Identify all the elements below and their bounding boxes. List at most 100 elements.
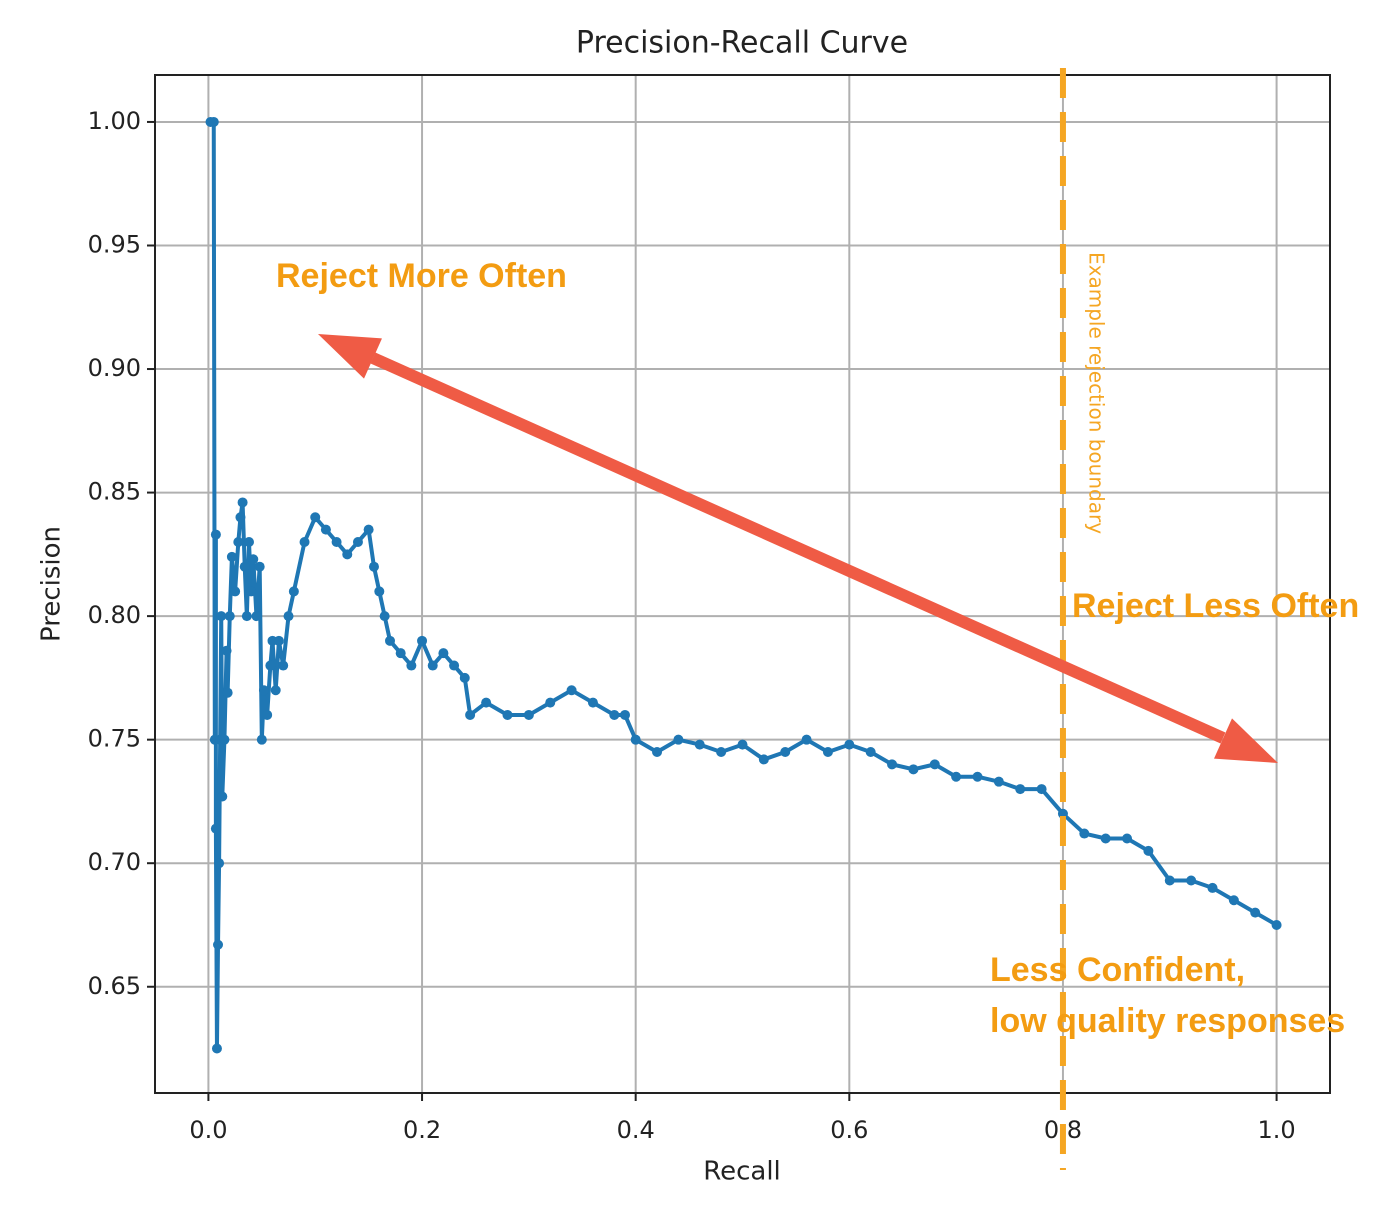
- x-tick-label: 0.0: [189, 1116, 227, 1144]
- point: [273, 635, 284, 646]
- point: [270, 685, 281, 696]
- y-tick-label: 0.65: [88, 972, 141, 1000]
- point: [214, 858, 225, 869]
- point: [758, 754, 769, 765]
- point: [258, 685, 269, 696]
- point: [620, 709, 630, 720]
- boundary-label: Example rejection boundary: [1084, 252, 1108, 534]
- point: [545, 697, 556, 708]
- point: [310, 512, 321, 523]
- point: [1164, 875, 1175, 886]
- point: [673, 734, 684, 745]
- point: [320, 524, 331, 535]
- point: [844, 739, 855, 750]
- point: [587, 697, 598, 708]
- point: [406, 660, 417, 671]
- point: [523, 709, 534, 720]
- point: [1250, 907, 1261, 918]
- point: [993, 776, 1004, 787]
- x-tick-label: 0.2: [403, 1116, 441, 1144]
- point: [352, 536, 363, 547]
- point: [385, 635, 395, 646]
- arrow-head: [318, 334, 382, 379]
- point: [652, 747, 663, 758]
- point: [208, 116, 219, 127]
- point: [417, 635, 428, 646]
- point: [481, 697, 492, 708]
- y-tick-label: 0.75: [88, 725, 141, 753]
- point: [230, 586, 241, 597]
- point: [248, 554, 259, 565]
- annotation: low quality responses: [990, 1002, 1345, 1040]
- point: [278, 660, 289, 671]
- point: [694, 739, 705, 750]
- point: [237, 497, 248, 508]
- point: [908, 764, 919, 775]
- point: [262, 709, 273, 720]
- annotation: Reject More Often: [276, 257, 567, 295]
- point: [929, 759, 940, 770]
- point: [972, 771, 983, 782]
- y-axis-label: Precision: [37, 526, 67, 642]
- point: [210, 529, 221, 540]
- point: [246, 586, 257, 597]
- point: [222, 687, 233, 698]
- point: [427, 660, 438, 671]
- point: [1122, 833, 1133, 844]
- point: [331, 536, 342, 547]
- point: [265, 660, 276, 671]
- point: [217, 791, 228, 802]
- x-axis-label: Recall: [703, 1157, 781, 1187]
- point: [1100, 833, 1111, 844]
- point: [283, 611, 294, 622]
- y-tick-label: 0.90: [88, 354, 141, 382]
- x-tick-label: 1.0: [1258, 1116, 1296, 1144]
- point: [822, 747, 833, 758]
- point: [379, 611, 390, 622]
- point: [216, 611, 227, 622]
- point: [235, 512, 246, 523]
- point: [363, 524, 374, 535]
- point: [210, 823, 221, 834]
- point: [1271, 919, 1282, 930]
- y-tick-label: 0.80: [88, 601, 141, 629]
- point: [244, 536, 254, 547]
- point: [251, 611, 262, 622]
- point: [1186, 875, 1197, 886]
- y-tick-label: 0.70: [88, 848, 141, 876]
- point: [801, 734, 812, 745]
- point: [288, 586, 299, 597]
- point: [865, 747, 876, 758]
- point: [449, 660, 460, 671]
- point: [241, 611, 252, 622]
- point: [395, 648, 406, 659]
- point: [630, 734, 641, 745]
- y-tick-label: 0.95: [88, 230, 141, 258]
- point: [221, 645, 232, 656]
- point: [239, 561, 250, 572]
- point: [211, 1043, 222, 1054]
- point: [887, 759, 898, 770]
- point: [374, 586, 385, 597]
- point: [1079, 828, 1090, 839]
- point: [566, 685, 577, 696]
- point: [1015, 784, 1026, 795]
- point: [465, 709, 476, 720]
- point: [1143, 845, 1154, 856]
- point: [1228, 895, 1239, 906]
- point: [780, 747, 791, 758]
- point: [219, 734, 230, 745]
- x-tick-label: 0.4: [617, 1116, 655, 1144]
- x-tick-label: 0.6: [830, 1116, 868, 1144]
- point: [459, 672, 470, 683]
- point: [1207, 882, 1218, 893]
- point: [233, 536, 244, 547]
- point: [502, 709, 513, 720]
- point: [254, 561, 265, 572]
- point: [299, 536, 310, 547]
- point: [342, 549, 353, 560]
- point: [256, 734, 267, 745]
- chart-title: Precision-Recall Curve: [576, 26, 908, 61]
- point: [716, 747, 727, 758]
